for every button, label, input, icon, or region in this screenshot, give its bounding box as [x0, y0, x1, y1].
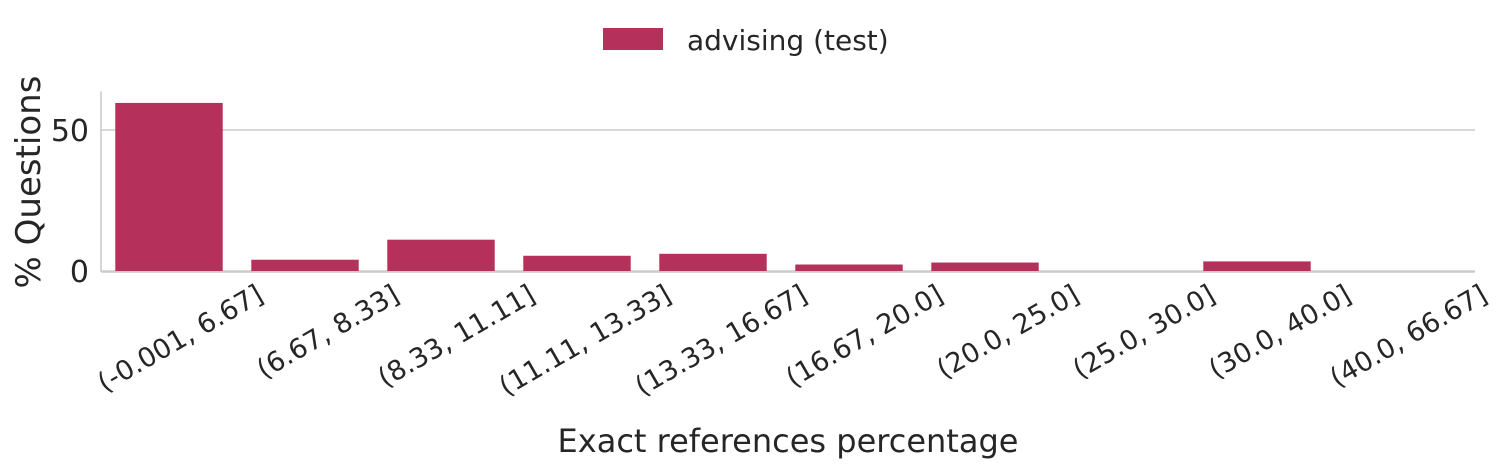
bar-8 — [1203, 261, 1311, 271]
bar-4 — [659, 253, 767, 271]
bar-1 — [251, 259, 359, 271]
y-gridlines — [101, 129, 1475, 272]
y-tick-labels: 0 50 — [51, 114, 89, 290]
legend-label: advising (test) — [687, 24, 889, 57]
x-axis-label: Exact references percentage — [558, 422, 1019, 460]
axes — [100, 91, 1475, 273]
x-tick-labels: (-0.001, 6.67](6.67, 8.33](8.33, 11.11](… — [92, 279, 1492, 402]
y-tick-label-1: 50 — [51, 114, 89, 149]
legend-swatch — [603, 28, 663, 50]
bar-5 — [795, 264, 903, 271]
bar-2 — [387, 239, 495, 271]
bar-3 — [523, 255, 631, 271]
x-tick-label-6: (20.0, 25.0] — [932, 279, 1085, 385]
y-tick-label-0: 0 — [70, 255, 89, 290]
legend: advising (test) — [603, 24, 889, 57]
bars — [115, 102, 1311, 271]
bar-6 — [931, 262, 1039, 271]
y-axis-label: % Questions — [9, 76, 49, 289]
x-tick-label-7: (25.0, 30.0] — [1068, 279, 1221, 385]
bar-0 — [115, 102, 223, 271]
x-tick-label-0: (-0.001, 6.67] — [92, 279, 268, 399]
